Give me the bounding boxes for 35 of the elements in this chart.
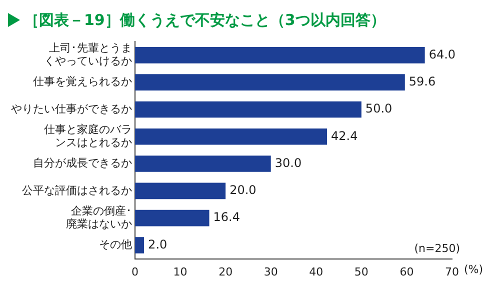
y-tick-label: 仕事と家庭のバランスはとれるか: [44, 122, 132, 150]
annotation: (n=250): [414, 242, 460, 256]
bar: [135, 128, 328, 145]
x-tick-label: 70: [445, 265, 459, 278]
y-tick-label: 仕事を覚えられるか: [33, 75, 132, 88]
data-label: 59.6: [408, 74, 436, 88]
bar: [135, 237, 144, 254]
y-tick-label: 企業の倒産･廃業はないか: [66, 204, 132, 231]
x-axis-title: (%): [464, 263, 484, 276]
y-tick-label: 自分が成長できるか: [33, 156, 132, 170]
bar: [135, 101, 362, 118]
y-tick-label: 上司･先輩とうまくやっていけるか: [44, 41, 132, 68]
x-tick-label: 50: [354, 265, 368, 278]
bar: [135, 47, 425, 64]
data-label: 50.0: [365, 102, 392, 116]
x-tick-label: 10: [173, 265, 188, 278]
x-tick-label: 40: [309, 265, 324, 278]
data-label: 64.0: [428, 47, 456, 62]
x-tick-label: 20: [218, 265, 233, 278]
chart-title: ［図表－19］働くうえで不安なこと（3つ以内回答）: [24, 10, 386, 30]
x-tick-label: 60: [400, 265, 414, 278]
bar: [135, 74, 405, 90]
x-tick-label: 0: [132, 265, 138, 278]
y-tick-label: やりたい仕事ができるか: [11, 102, 132, 116]
data-label: 20.0: [230, 183, 256, 198]
bar: [135, 182, 226, 200]
data-label: 42.4: [331, 128, 358, 143]
data-label: 16.4: [213, 210, 240, 224]
x-tick-label: 30: [264, 265, 278, 278]
y-tick-label: 公平な評価はされるか: [22, 184, 132, 197]
data-label: 2.0: [148, 237, 168, 252]
y-tick-label: その他: [99, 238, 132, 252]
data-label: 30.0: [274, 156, 302, 170]
bar: [135, 156, 271, 172]
bar: [135, 210, 210, 226]
